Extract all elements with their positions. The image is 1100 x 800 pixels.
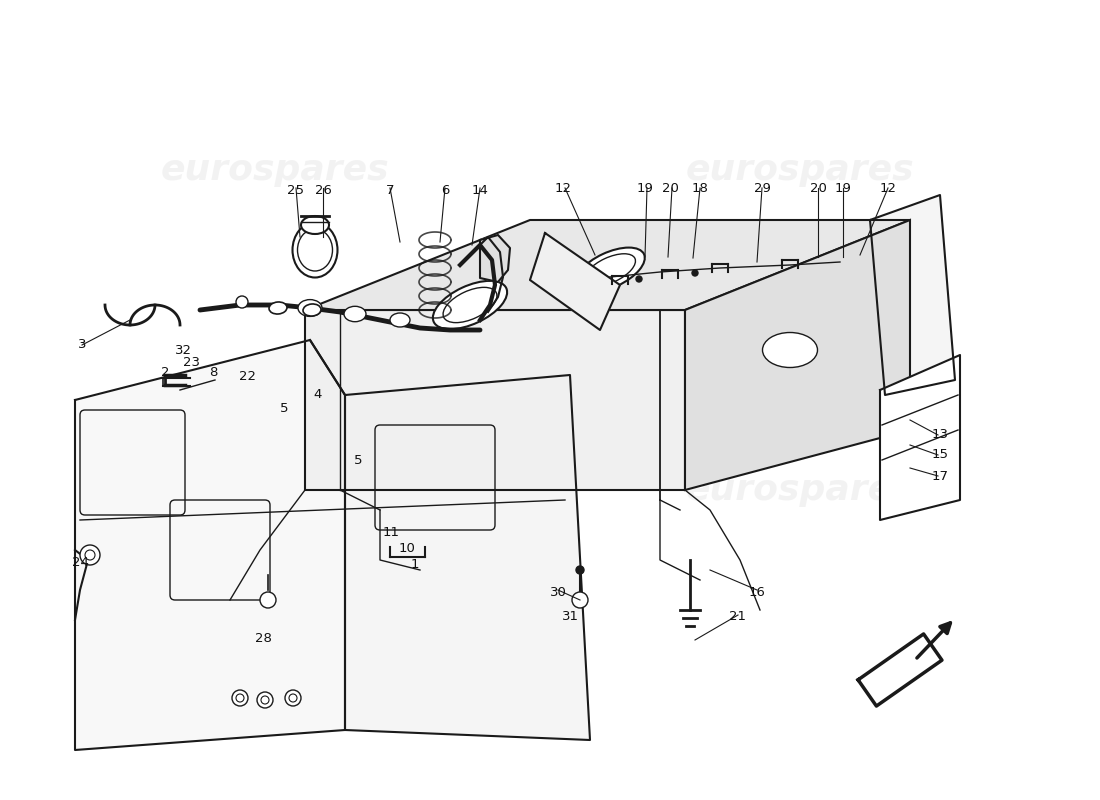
Text: 6: 6 bbox=[441, 185, 449, 198]
Circle shape bbox=[576, 566, 584, 574]
Text: 4: 4 bbox=[314, 389, 322, 402]
Ellipse shape bbox=[584, 254, 636, 286]
Ellipse shape bbox=[762, 333, 817, 367]
Text: 22: 22 bbox=[240, 370, 256, 383]
Text: 21: 21 bbox=[729, 610, 747, 623]
Text: 29: 29 bbox=[754, 182, 770, 194]
Ellipse shape bbox=[390, 313, 410, 327]
Ellipse shape bbox=[297, 229, 332, 271]
Polygon shape bbox=[480, 235, 510, 282]
Polygon shape bbox=[345, 375, 590, 740]
Polygon shape bbox=[870, 195, 955, 395]
Text: 11: 11 bbox=[383, 526, 399, 538]
Text: eurospares: eurospares bbox=[685, 153, 914, 187]
Polygon shape bbox=[305, 220, 910, 310]
Text: 3: 3 bbox=[78, 338, 86, 351]
Text: 15: 15 bbox=[932, 449, 948, 462]
Text: 25: 25 bbox=[287, 185, 305, 198]
Ellipse shape bbox=[302, 304, 321, 316]
Polygon shape bbox=[305, 310, 685, 490]
Text: 17: 17 bbox=[932, 470, 948, 482]
Text: 16: 16 bbox=[749, 586, 766, 598]
Polygon shape bbox=[858, 634, 942, 706]
Text: 28: 28 bbox=[254, 631, 272, 645]
Text: 18: 18 bbox=[692, 182, 708, 194]
Text: 13: 13 bbox=[932, 429, 948, 442]
Circle shape bbox=[236, 296, 248, 308]
Text: 2: 2 bbox=[161, 366, 169, 378]
Ellipse shape bbox=[575, 247, 645, 293]
Text: 31: 31 bbox=[561, 610, 579, 622]
Text: 7: 7 bbox=[386, 185, 394, 198]
Text: 12: 12 bbox=[554, 182, 572, 194]
Ellipse shape bbox=[270, 302, 287, 314]
Text: eurospares: eurospares bbox=[161, 153, 389, 187]
Circle shape bbox=[80, 545, 100, 565]
Text: 26: 26 bbox=[315, 185, 331, 198]
Circle shape bbox=[692, 270, 698, 276]
Text: 20: 20 bbox=[661, 182, 679, 194]
Ellipse shape bbox=[293, 222, 338, 278]
Circle shape bbox=[636, 276, 642, 282]
Circle shape bbox=[572, 592, 588, 608]
Text: 24: 24 bbox=[72, 555, 88, 569]
Text: 20: 20 bbox=[810, 182, 826, 194]
Text: 30: 30 bbox=[550, 586, 566, 598]
Ellipse shape bbox=[443, 287, 497, 322]
Polygon shape bbox=[685, 220, 910, 490]
Text: 5: 5 bbox=[279, 402, 288, 414]
Circle shape bbox=[232, 690, 248, 706]
Ellipse shape bbox=[298, 300, 322, 317]
Text: 12: 12 bbox=[880, 182, 896, 194]
Text: 10: 10 bbox=[398, 542, 416, 554]
Text: 1: 1 bbox=[410, 558, 419, 571]
Polygon shape bbox=[880, 355, 960, 520]
Circle shape bbox=[260, 592, 276, 608]
Circle shape bbox=[285, 690, 301, 706]
Ellipse shape bbox=[433, 281, 507, 329]
Ellipse shape bbox=[301, 216, 329, 234]
Text: 8: 8 bbox=[209, 366, 217, 378]
Polygon shape bbox=[75, 340, 345, 750]
Text: eurospares: eurospares bbox=[685, 473, 914, 507]
Text: 19: 19 bbox=[835, 182, 851, 194]
Polygon shape bbox=[530, 233, 620, 330]
Ellipse shape bbox=[344, 306, 366, 322]
Text: 14: 14 bbox=[472, 185, 488, 198]
Text: eurospares: eurospares bbox=[161, 473, 389, 507]
Text: 19: 19 bbox=[637, 182, 653, 194]
Circle shape bbox=[257, 692, 273, 708]
Text: 32: 32 bbox=[175, 343, 191, 357]
Text: 23: 23 bbox=[184, 357, 200, 370]
Text: 5: 5 bbox=[354, 454, 362, 466]
